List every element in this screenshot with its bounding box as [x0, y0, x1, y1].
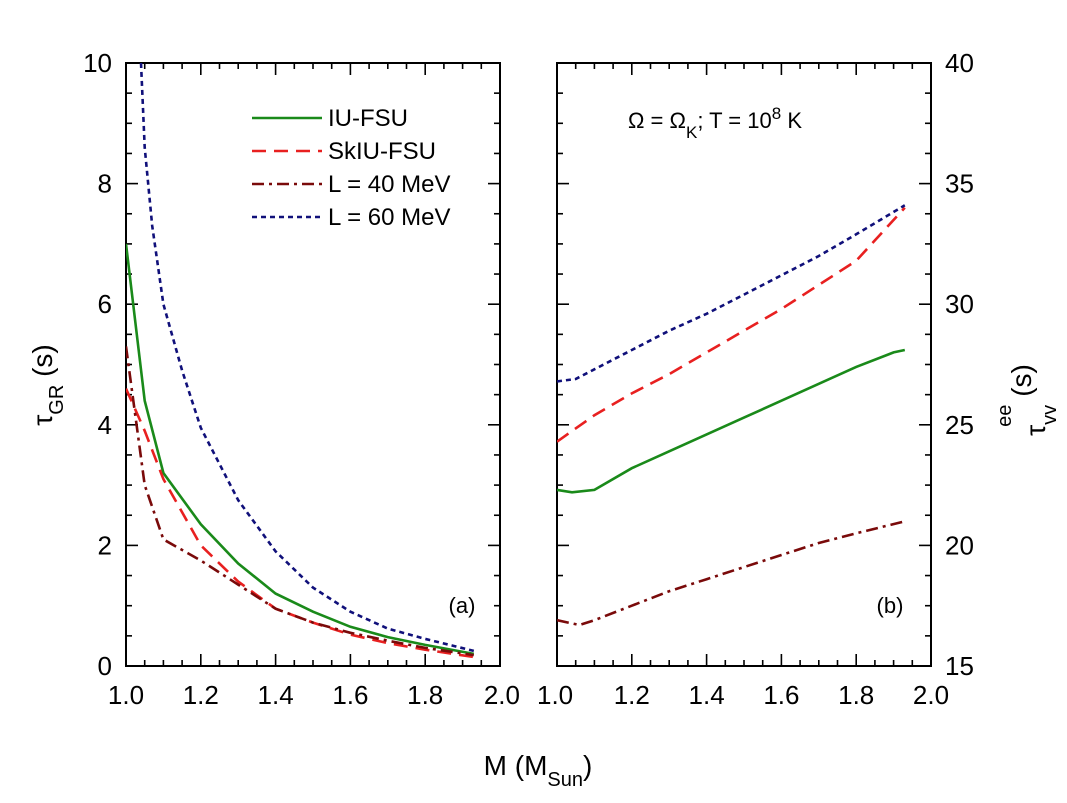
series-line-l-60-mev: [139, 63, 475, 653]
y-tick-label: 40: [945, 48, 974, 78]
x-tick-label: 1.4: [689, 680, 725, 710]
panel-a-label: (a): [449, 593, 476, 618]
y-axis-title-right-sup: ee: [994, 405, 1016, 427]
panel-b-annotation: Ω = ΩK; T = 108 K: [628, 104, 802, 142]
x-axis-title-sub: Sun: [547, 769, 583, 791]
x-axis-title-close: ): [583, 750, 592, 781]
legend-label: L = 40 MeV: [328, 171, 451, 198]
y-axis-title-right-sub: vv: [1039, 405, 1061, 425]
y-tick-label: 10: [83, 48, 112, 78]
x-tick-label: 1.0: [108, 680, 144, 710]
annotation-sub: K: [686, 123, 698, 142]
series-line-iu-fsu: [126, 243, 475, 656]
x-tick-label: 1.2: [183, 680, 219, 710]
annotation-part-b: ; T = 10: [697, 108, 771, 133]
y-tick-label: 15: [945, 651, 974, 681]
y-tick-label: 2: [98, 530, 112, 560]
annotation-part-c: K: [781, 108, 802, 133]
panel-b: 1.0 1.2 1.4 1.6 1.8 2.015 20 25 30 35 40: [537, 48, 974, 710]
x-tick-label: 2.0: [913, 680, 949, 710]
x-tick-label: 1.6: [763, 680, 799, 710]
y-tick-label: 35: [945, 169, 974, 199]
series-line-l-60-mev: [557, 204, 906, 383]
y-axis-title-left-sub: GR: [46, 385, 68, 415]
series-line-l-40-mev: [126, 346, 474, 657]
series-line-skiu-fsu: [557, 206, 906, 443]
legend-label: L = 60 MeV: [328, 204, 451, 231]
y-tick-label: 25: [945, 410, 974, 440]
y-axis-title-right-symbol: τ: [1020, 425, 1051, 436]
x-axis-title-main: M (M: [484, 750, 548, 781]
y-axis-title-left-symbol: τ: [27, 415, 58, 426]
plot-frame-2: [556, 62, 932, 667]
x-tick-label: 1.2: [614, 680, 650, 710]
y-axis-title-right: τvv ee (s): [994, 364, 1061, 436]
y-axis-title-left-unit: (s): [27, 344, 58, 384]
x-tick-label: 1.8: [407, 680, 443, 710]
y-tick-label: 6: [98, 289, 112, 319]
x-tick-label: 1.6: [332, 680, 368, 710]
legend-label: IU-FSU: [328, 105, 408, 132]
plot-frame-1: [125, 62, 501, 667]
y-tick-label: 20: [945, 530, 974, 560]
y-tick-label: 4: [98, 410, 112, 440]
x-tick-label: 1.8: [838, 680, 874, 710]
x-tick-label: 1.0: [537, 680, 573, 710]
series-line-iu-fsu: [557, 348, 906, 494]
panel-b-label: (b): [877, 593, 904, 618]
annotation-sup: 8: [772, 104, 781, 123]
x-tick-label: 2.0: [484, 680, 520, 710]
y-axis-title-right-unit: (s): [1006, 364, 1037, 404]
legend: IU-FSU SkIU-FSU L = 40 MeV L = 60 MeV: [252, 105, 451, 231]
legend-label: SkIU-FSU: [328, 138, 436, 165]
y-tick-label: 8: [98, 169, 112, 199]
y-tick-label: 0: [98, 651, 112, 681]
panel-a: 1.0 1.2 1.4 1.6 1.8 2.0 0 2 4 6 8 10: [83, 48, 520, 710]
y-tick-label: 30: [945, 289, 974, 319]
series-line-l-40-mev: [557, 520, 906, 627]
y-axis-title-left: τGR (s): [27, 344, 68, 426]
x-tick-label: 1.4: [258, 680, 294, 710]
annotation-part-a: Ω = Ω: [628, 108, 686, 133]
x-axis-title: M (MSun): [484, 750, 593, 791]
